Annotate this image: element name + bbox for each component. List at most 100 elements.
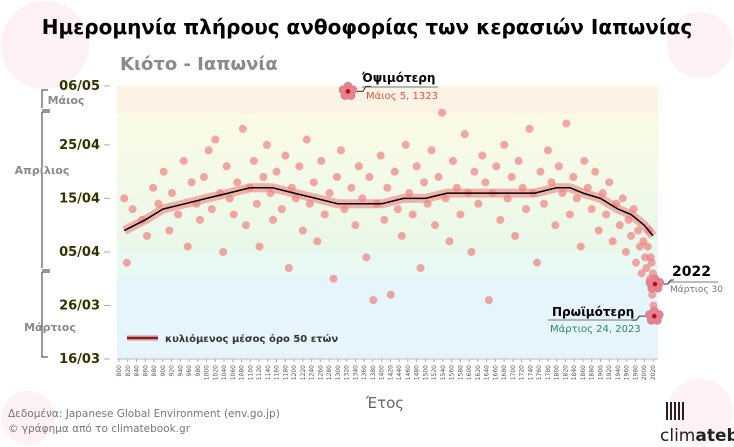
scatter-point: [492, 162, 501, 171]
x-tick-label: 840: [134, 365, 141, 377]
scatter-point: [572, 194, 581, 203]
scatter-point: [496, 215, 505, 224]
scatter-point: [500, 140, 509, 149]
chart-subtitle: Κιότο - Ιαπωνία: [120, 54, 278, 75]
x-tick-label: 1020: [212, 365, 219, 380]
x-tick-label: 1000: [204, 365, 211, 380]
x-tick-label: 1800: [554, 365, 561, 380]
y-tick-label: 15/04: [59, 191, 100, 206]
scatter-point: [336, 146, 345, 155]
x-tick-label: 1880: [589, 365, 596, 380]
scatter-point: [143, 231, 152, 240]
scatter-point: [445, 237, 454, 246]
scatter-point: [427, 146, 436, 155]
x-tick-label: 1300: [335, 365, 342, 380]
x-axis: 800 820 840 860 880 900 920 940 960 980 1000 1020 10…: [116, 359, 657, 380]
scatter-point: [416, 264, 425, 272]
year2022-leader-line: [663, 279, 674, 285]
credit-text: © γράφημα από το climatebook.gr: [8, 423, 191, 435]
scatter-point: [543, 146, 552, 155]
scatter-point: [448, 156, 457, 165]
month-label-march: Μάρτιος: [24, 321, 76, 334]
x-tick-label: 1900: [597, 365, 604, 380]
climatebook-logo: climatebook: [660, 402, 734, 446]
scatter-point: [229, 210, 238, 219]
x-tick-label: 1220: [300, 365, 307, 380]
scatter-point: [365, 173, 374, 181]
scatter-point: [262, 140, 271, 149]
scatter-point: [249, 156, 258, 165]
scatter-point: [362, 253, 371, 262]
scatter-point: [298, 226, 307, 235]
earliest-label: Μάρτιος 24, 2023: [550, 323, 641, 335]
legend: κυλιόμενος μέσος όρο 50 ετών: [127, 333, 338, 345]
x-tick-label: 1760: [536, 365, 543, 380]
plot-background: [117, 86, 658, 359]
x-tick-label: 1940: [615, 365, 622, 380]
x-tick-label: 1660: [492, 365, 499, 380]
latest-leader-line: [356, 85, 371, 92]
logo-bars-icon: [666, 402, 684, 420]
latest-label: Μάιος 5, 1323: [366, 90, 438, 102]
scatter-point: [551, 221, 560, 230]
scatter-point: [594, 226, 603, 235]
scatter-point: [533, 258, 542, 267]
scatter-point: [325, 189, 334, 198]
x-tick-label: 880: [151, 365, 158, 377]
month-brackets: [41, 89, 50, 358]
x-tick-label: 1700: [510, 365, 517, 380]
scatter-point: [621, 247, 630, 256]
x-tick-label: 1040: [221, 365, 228, 380]
scatter-point: [281, 151, 290, 160]
scatter-point: [467, 247, 476, 256]
scatter-point: [309, 178, 318, 187]
scatter-point: [580, 156, 589, 165]
scatter-point: [648, 290, 657, 299]
scatter-point: [627, 231, 636, 240]
scatter-point: [605, 178, 614, 187]
x-tick-label: 1400: [379, 365, 386, 380]
x-tick-label: 800: [116, 365, 123, 377]
scatter-point: [615, 221, 624, 230]
x-tick-label: 1500: [422, 365, 429, 380]
scatter-point: [536, 167, 545, 176]
x-tick-label: 1780: [545, 365, 552, 380]
x-tick-label: 900: [160, 365, 167, 377]
scatter-point: [470, 167, 479, 176]
scatter-point: [159, 167, 168, 176]
legend-label: κυλιόμενος μέσος όρο 50 ετών: [165, 333, 338, 345]
scatter-point: [165, 226, 174, 235]
rolling-mean-line: [123, 186, 654, 237]
scatter-point: [412, 162, 421, 171]
x-tick-label: 1720: [519, 365, 526, 380]
scatter-point: [269, 215, 278, 224]
x-tick-label: 1260: [317, 365, 324, 380]
earliest-blossom-icon: [645, 306, 664, 325]
x-tick-label: 1860: [580, 365, 587, 380]
y-tick-label: 06/05: [59, 79, 100, 94]
x-tick-label: 820: [125, 365, 132, 377]
latest-title: Όψιμότερη: [361, 71, 435, 85]
scatter-point: [369, 296, 378, 305]
scatter-point: [438, 108, 447, 117]
x-tick-label: 2020: [650, 365, 657, 380]
scatter-point: [219, 247, 228, 256]
x-tick-label: 1160: [274, 365, 281, 380]
x-tick-label: 1360: [361, 365, 368, 380]
x-tick-label: 1340: [352, 365, 359, 380]
scatter-point: [576, 242, 585, 251]
x-tick-label: 2000: [641, 365, 648, 380]
scatter-point: [393, 205, 402, 214]
x-tick-label: 1060: [230, 365, 237, 380]
x-tick-label: 1980: [632, 365, 639, 380]
scatter-point: [431, 221, 440, 230]
scatter-point: [120, 194, 129, 203]
scatter-point: [390, 167, 399, 176]
x-tick-label: 1460: [405, 365, 412, 380]
scatter-point: [587, 205, 596, 214]
scatter-point: [639, 237, 648, 246]
scatter-point: [456, 210, 465, 219]
y-tick-label: 25/04: [59, 138, 100, 153]
annotations: Όψιμότερη Μάιος 5, 1323 2022 Μάρτιος 30 …: [338, 71, 723, 335]
year2022-blossom-icon: [645, 274, 665, 293]
